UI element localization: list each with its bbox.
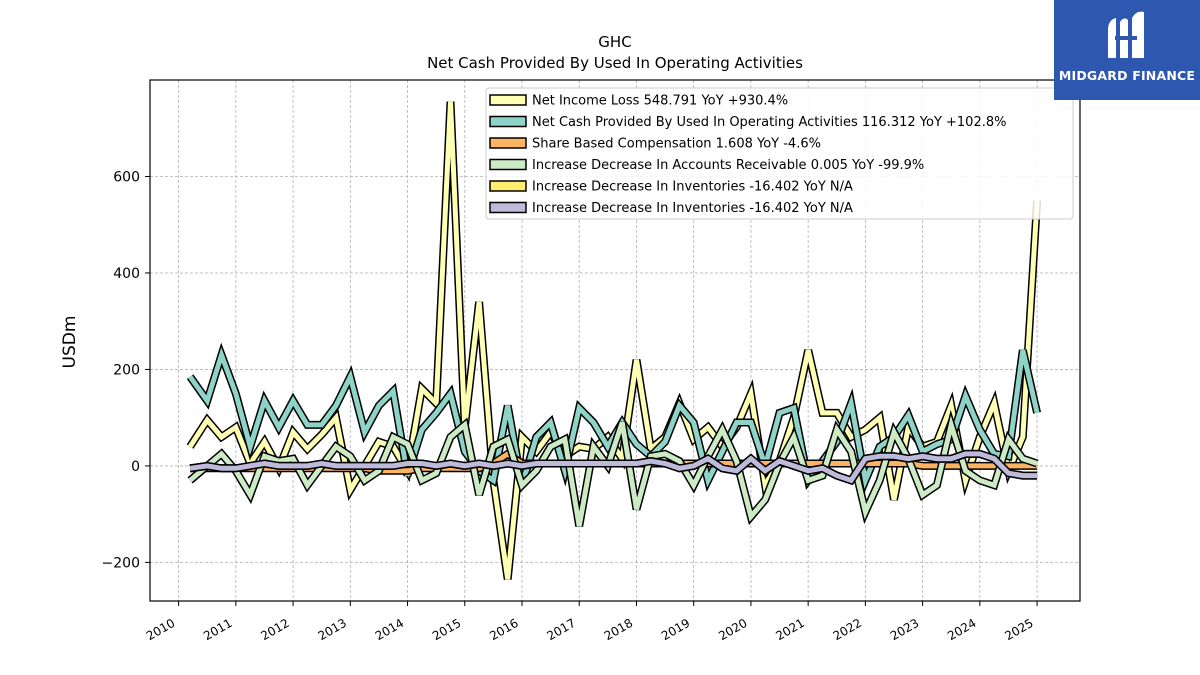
y-axis-label: USDm [60, 316, 80, 369]
x-tick-label: 2016 [487, 616, 520, 643]
legend-label: Net Cash Provided By Used In Operating A… [532, 115, 1006, 130]
x-tick-label: 2012 [258, 616, 291, 643]
chart-title: GHC [598, 33, 631, 51]
y-tick-label: 400 [113, 266, 140, 282]
y-tick-label: 0 [131, 459, 140, 475]
x-tick-label: 2017 [545, 616, 578, 643]
chart-subtitle: Net Cash Provided By Used In Operating A… [427, 54, 803, 72]
legend: Net Income Loss 548.791 YoY +930.4% Net C… [485, 87, 1074, 220]
y-axis: −200 0 200 400 600 [102, 169, 150, 571]
series-4 [187, 409, 1039, 527]
y-tick-label: 200 [113, 362, 140, 378]
legend-swatch [489, 158, 527, 171]
legend-swatch [489, 201, 527, 214]
legend-label: Share Based Compensation 1.608 YoY -4.6% [532, 137, 821, 152]
midgard-logo: MIDGARD FINANCE [1054, 0, 1200, 100]
legend-swatch [489, 180, 527, 192]
x-tick-label: 2019 [659, 616, 692, 643]
plot-frame [149, 79, 1081, 602]
x-axis: 2010 2011 2012 2013 2014 2015 2016 2017 2018 2019… [144, 601, 1038, 643]
series-6 [189, 449, 1038, 486]
logo-text: MIDGARD FINANCE [1058, 68, 1196, 83]
legend-swatch [489, 115, 527, 128]
legend-label: Net Income Loss 548.791 YoY +930.4% [532, 94, 788, 109]
series-layer [186, 101, 1042, 580]
x-tick-label: 2015 [430, 616, 463, 643]
y-tick-label: −200 [102, 555, 140, 571]
midgard-logo-icon [1108, 11, 1144, 59]
legend-box [485, 87, 1074, 220]
legend-label: Increase Decrease In Accounts Receivable… [532, 158, 924, 173]
legend-label: Increase Decrease In Inventories -16.402… [532, 201, 853, 216]
x-tick-label: 2020 [716, 616, 749, 643]
x-tick-label: 2013 [316, 616, 349, 643]
series-line [189, 451, 1038, 484]
x-tick-label: 2023 [888, 616, 921, 643]
series-line [188, 415, 1038, 527]
x-tick-label: 2025 [1002, 616, 1035, 643]
x-tick-label: 2021 [773, 616, 806, 643]
x-tick-label: 2010 [144, 616, 177, 643]
legend-swatch [489, 94, 527, 106]
x-tick-label: 2011 [201, 616, 234, 643]
legend-swatch [489, 137, 527, 149]
y-tick-label: 600 [113, 169, 140, 185]
x-tick-label: 2022 [831, 616, 864, 643]
x-tick-label: 2018 [602, 616, 635, 643]
x-tick-label: 2014 [373, 616, 406, 643]
legend-label: Increase Decrease In Inventories -16.402… [532, 180, 853, 195]
x-tick-label: 2024 [945, 616, 978, 643]
